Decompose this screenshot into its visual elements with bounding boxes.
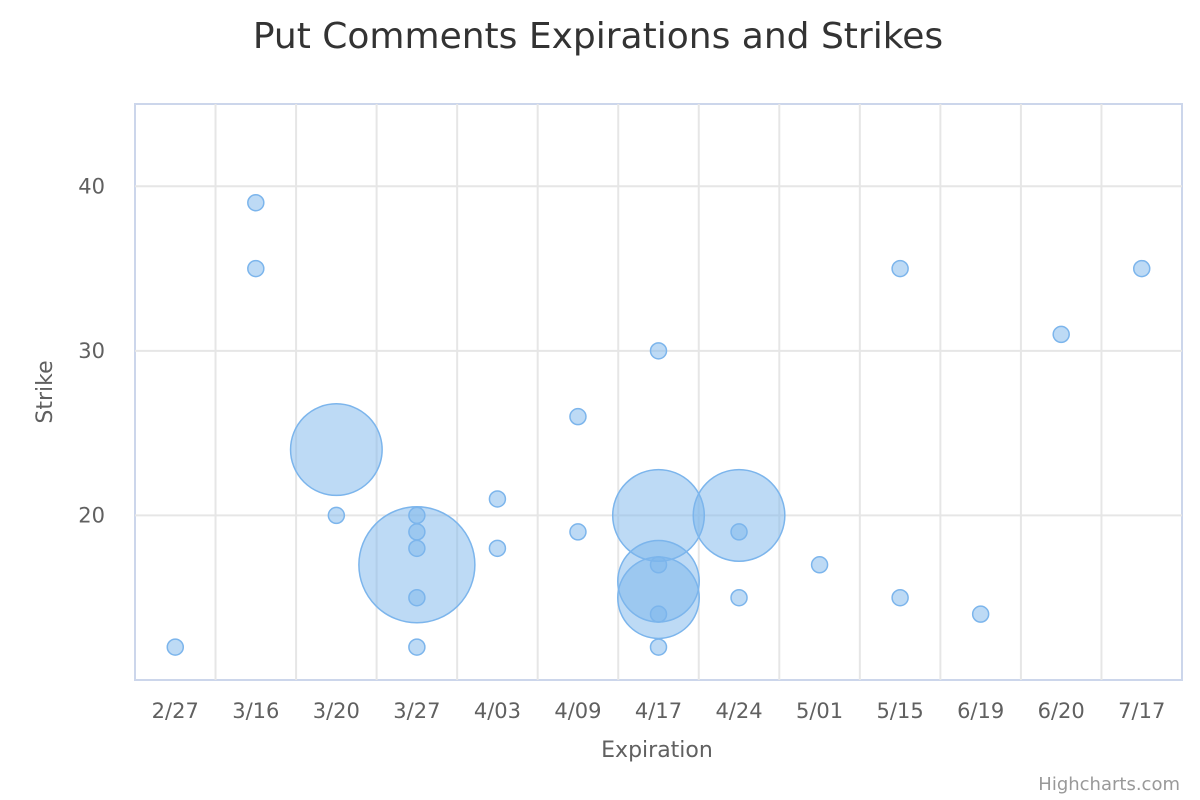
bubble-point[interactable] — [1132, 259, 1151, 278]
bubble-point[interactable] — [166, 638, 185, 656]
bubble-point[interactable] — [488, 539, 507, 558]
bubble-layer — [166, 193, 1151, 656]
bubble-point[interactable] — [730, 523, 748, 541]
bubble-point[interactable] — [971, 605, 990, 623]
x-tick-label: 4/17 — [635, 699, 682, 723]
bubble-point[interactable] — [408, 539, 426, 558]
bubble-point[interactable] — [891, 259, 909, 278]
bubble-point[interactable] — [730, 588, 748, 607]
bubble-point[interactable] — [408, 638, 426, 656]
y-axis-title: Strike — [33, 360, 58, 423]
bubble-point[interactable] — [289, 403, 383, 497]
x-tick-label: 3/16 — [232, 699, 279, 723]
tick-layer: 20 30 40 2/27 3/16 3/20 3/27 4/03 4/09 4/17 4/24 5/… — [78, 174, 1165, 723]
x-tick-label: 3/20 — [313, 699, 360, 723]
bubble-point[interactable] — [649, 605, 668, 623]
bubble-point[interactable] — [649, 342, 668, 360]
x-tick-label: 6/19 — [957, 699, 1004, 723]
bubble-point[interactable] — [488, 490, 507, 508]
x-tick-label: 5/01 — [796, 699, 843, 723]
bubble-point[interactable] — [327, 506, 346, 525]
x-tick-label: 2/27 — [152, 699, 199, 723]
bubble-point[interactable] — [649, 556, 668, 574]
chart-title: Put Comments Expirations and Strikes — [253, 16, 943, 57]
credits-link[interactable]: Highcharts.com — [1038, 774, 1180, 795]
bubble-point[interactable] — [408, 588, 426, 607]
y-tick-label: 30 — [78, 339, 105, 363]
x-tick-label: 4/09 — [554, 699, 601, 723]
x-axis-title: Expiration — [601, 738, 713, 763]
bubble-point[interactable] — [1052, 325, 1070, 344]
x-tick-label: 6/20 — [1038, 699, 1085, 723]
bubble-point[interactable] — [408, 523, 426, 541]
bubble-point[interactable] — [569, 407, 587, 426]
bubble-point[interactable] — [692, 468, 786, 562]
bubble-point[interactable] — [247, 193, 265, 212]
x-tick-label: 7/17 — [1118, 699, 1165, 723]
x-tick-label: 4/24 — [715, 699, 762, 723]
x-tick-label: 4/03 — [474, 699, 521, 723]
y-tick-label: 20 — [78, 503, 105, 527]
bubble-point[interactable] — [810, 556, 829, 574]
bubble-point[interactable] — [649, 638, 668, 656]
bubble-point[interactable] — [247, 259, 265, 278]
plot-border — [134, 103, 1183, 681]
x-tick-label: 5/15 — [877, 699, 924, 723]
x-tick-label: 3/27 — [393, 699, 440, 723]
y-tick-label: 40 — [78, 174, 105, 198]
bubble-point[interactable] — [891, 588, 909, 607]
bubble-point[interactable] — [408, 506, 426, 525]
bubble-point[interactable] — [569, 523, 587, 541]
